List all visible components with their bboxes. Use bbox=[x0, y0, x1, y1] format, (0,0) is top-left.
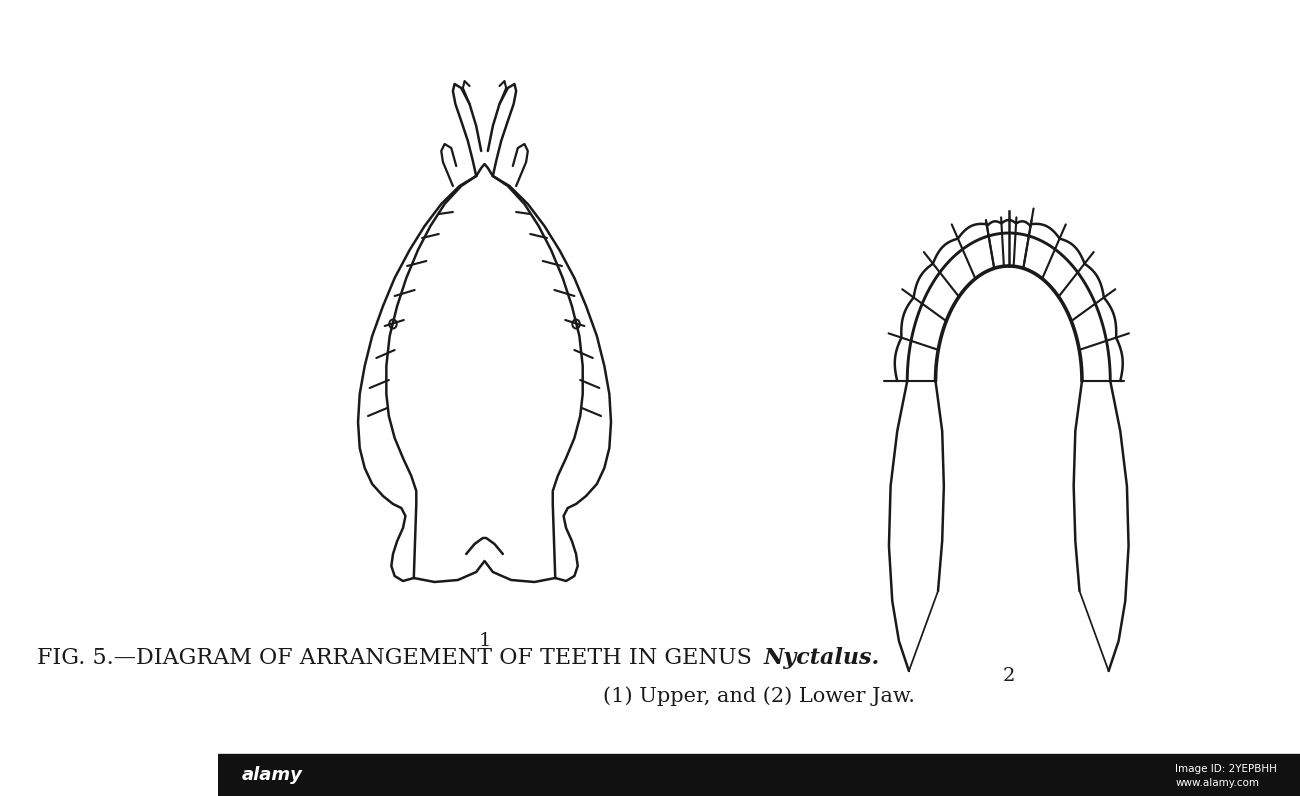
Text: (1) Upper, and (2) Lower Jaw.: (1) Upper, and (2) Lower Jaw. bbox=[603, 686, 915, 706]
Text: 1: 1 bbox=[478, 632, 490, 650]
Text: Image ID: 2YEPBHH: Image ID: 2YEPBHH bbox=[1175, 764, 1277, 774]
Bar bbox=[218, 754, 1300, 796]
Text: 2: 2 bbox=[1002, 667, 1015, 685]
Text: alamy: alamy bbox=[242, 766, 303, 784]
Text: Nyctalus.: Nyctalus. bbox=[763, 647, 880, 669]
Text: FIG. 5.—DIAGRAM OF ARRANGEMENT OF TEETH IN GENUS: FIG. 5.—DIAGRAM OF ARRANGEMENT OF TEETH … bbox=[38, 647, 759, 669]
Text: www.alamy.com: www.alamy.com bbox=[1175, 778, 1260, 788]
